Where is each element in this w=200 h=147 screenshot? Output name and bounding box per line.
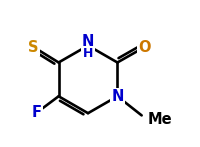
Text: S: S [28,40,39,55]
Text: N: N [81,34,94,49]
Text: O: O [138,40,150,55]
Text: N: N [111,89,123,104]
Text: F: F [32,105,42,120]
Text: Me: Me [147,112,171,127]
Text: H: H [82,47,93,60]
